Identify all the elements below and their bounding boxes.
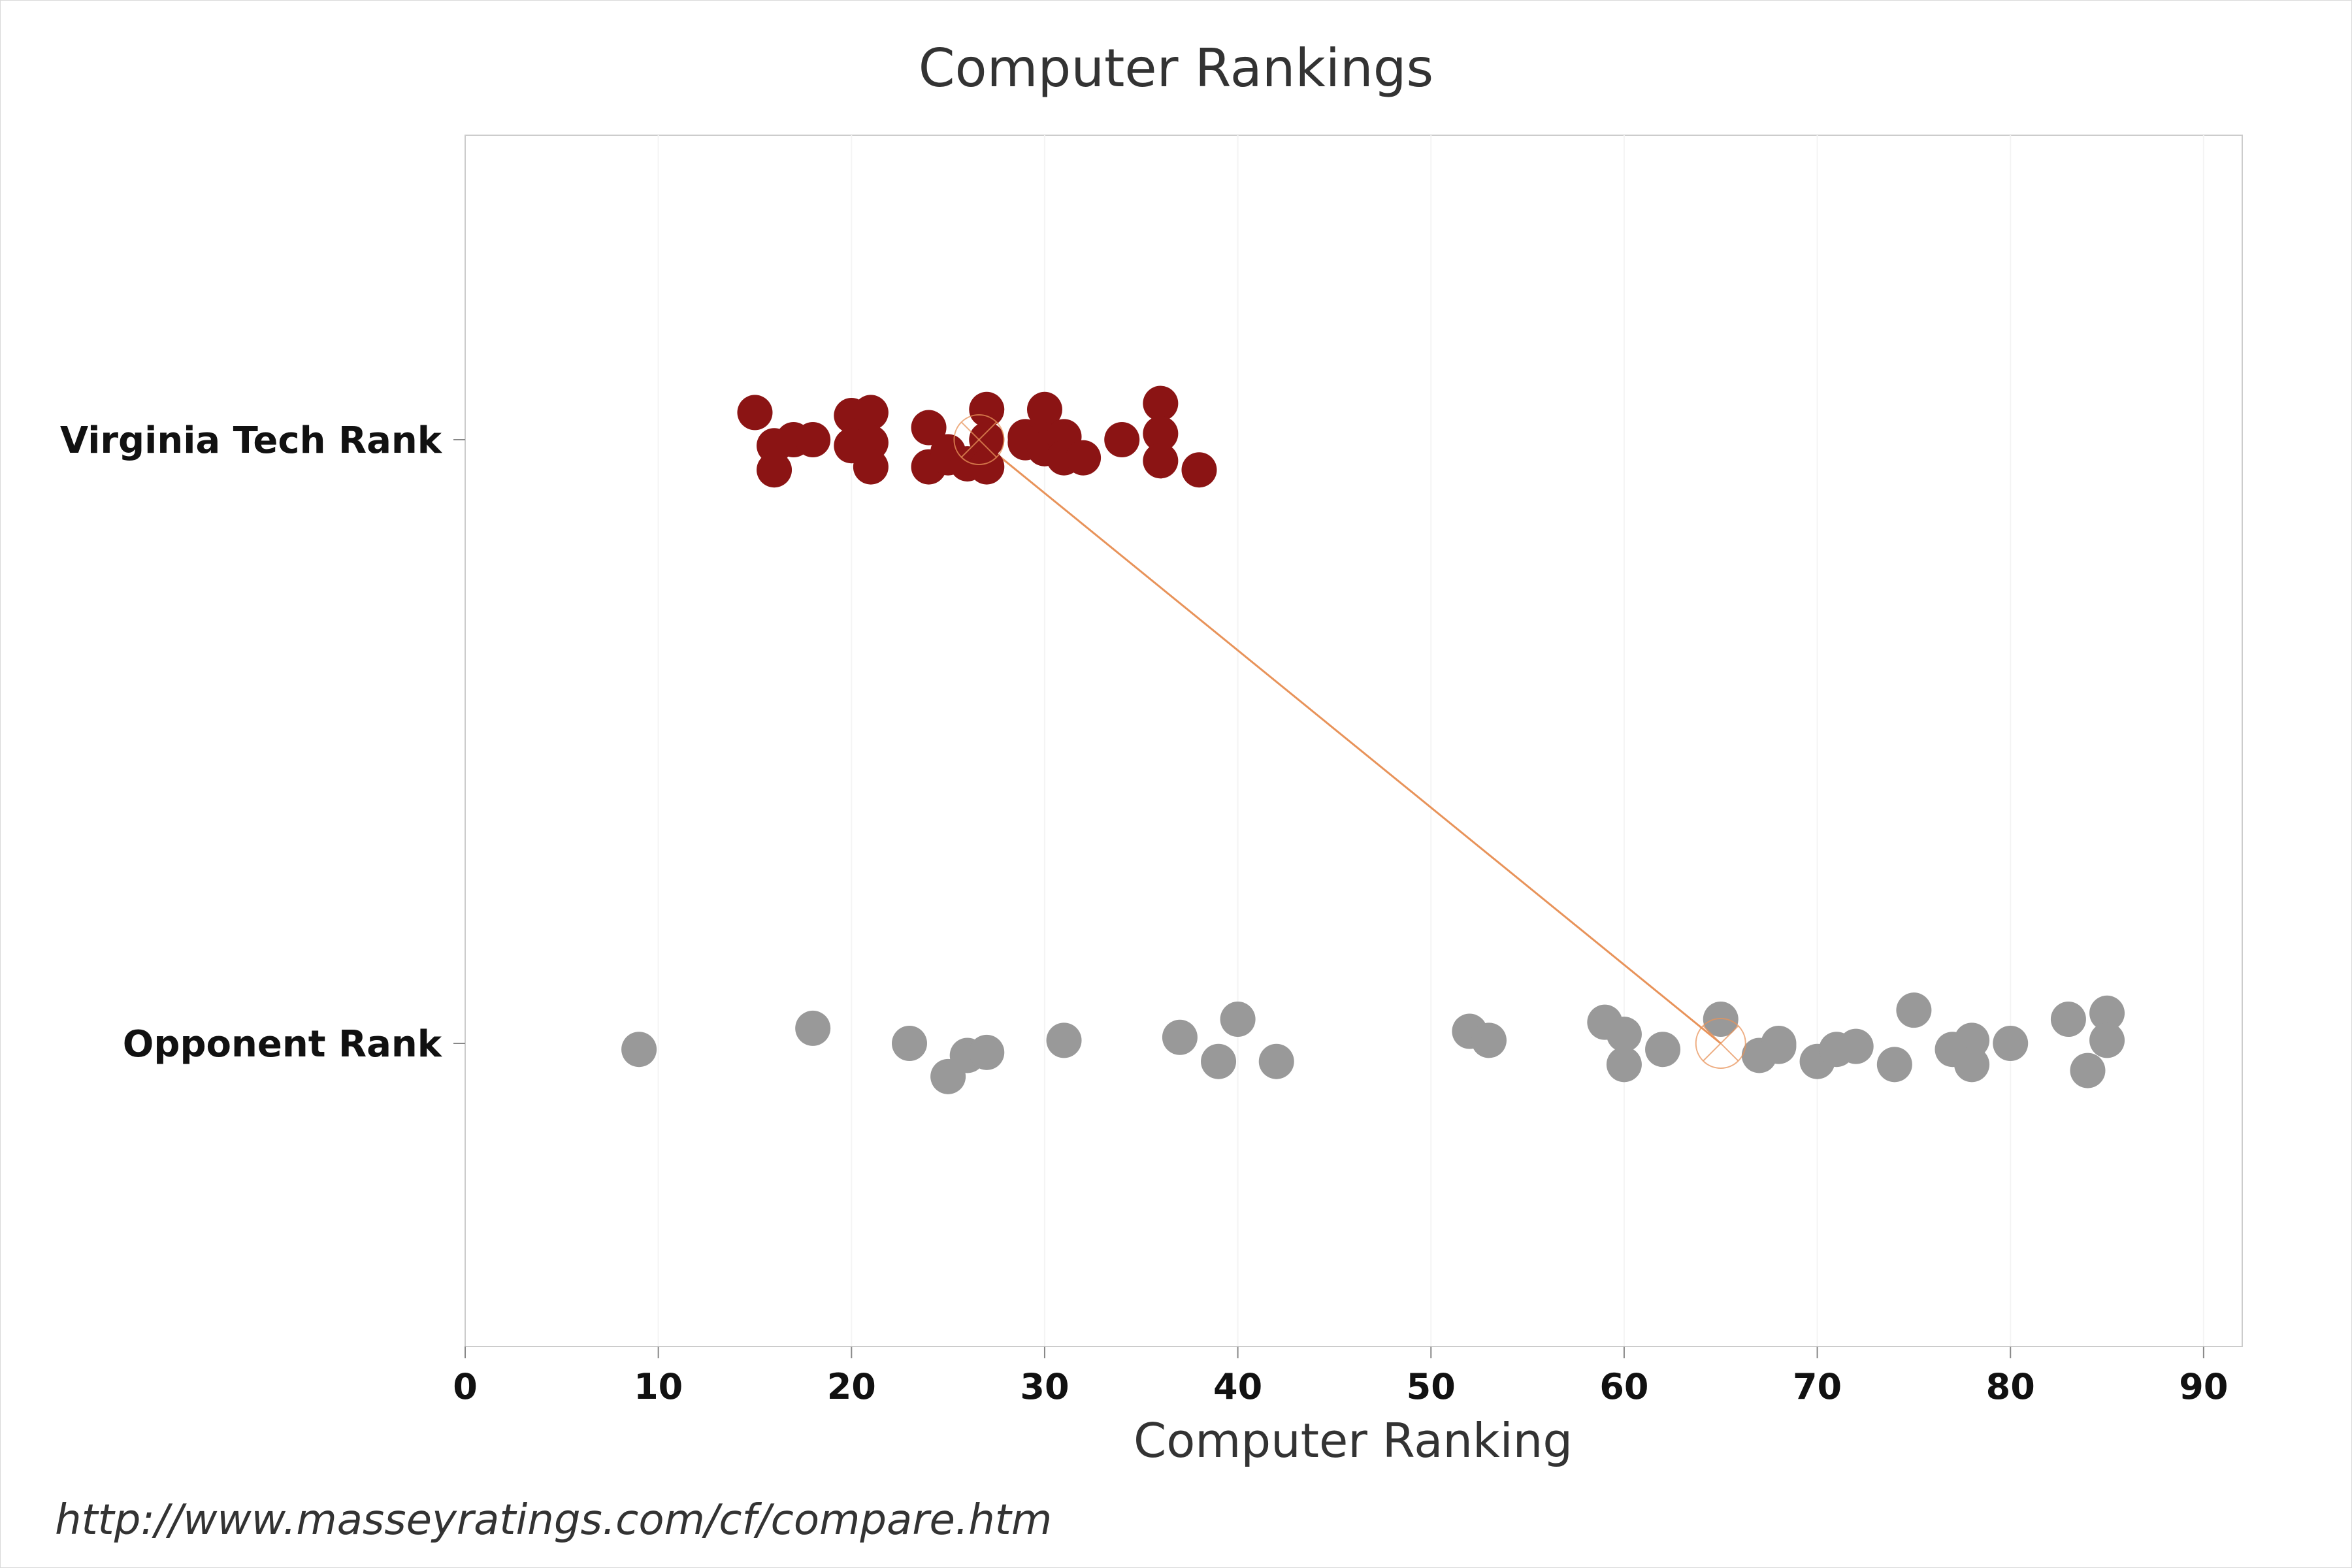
plot-area (465, 135, 2243, 1347)
opponent-rank-point (1896, 992, 1932, 1028)
opponent-rank-point (2089, 1022, 2125, 1058)
x-tick-label: 90 (2179, 1366, 2228, 1407)
vt-rank-point (969, 422, 1005, 457)
vt-rank-point (737, 395, 773, 431)
opponent-rank-point (2050, 1002, 2086, 1037)
vt-rank-point (969, 391, 1005, 427)
opponent-rank-point (1258, 1043, 1294, 1079)
category-label: Opponent Rank (123, 1023, 443, 1066)
opponent-rank-point (969, 1034, 1005, 1070)
opponent-rank-point (1162, 1019, 1198, 1055)
source-url-note: http://www.masseyratings.com/cf/compare.… (55, 1496, 1053, 1544)
vt-rank-point (853, 425, 889, 461)
vt-rank-point (1143, 385, 1179, 421)
mean-markers (953, 414, 1746, 1069)
vt-rank-point (1026, 391, 1062, 427)
opponent-rank-point (1993, 1026, 2029, 1061)
chart-title: Computer Rankings (919, 38, 1433, 99)
mean-marker-circle (1695, 1018, 1746, 1069)
x-tick-label: 50 (1407, 1366, 1456, 1407)
mean-marker-cross (1703, 1025, 1739, 1062)
opponent-rank-point (892, 1026, 927, 1061)
opponent-rank-point (1954, 1047, 1990, 1083)
opponent-rank-point (1046, 1022, 1082, 1058)
vt-rank-point (853, 449, 889, 485)
x-axis: 0 10 20 30 40 50 60 70 80 90 (453, 1347, 2228, 1407)
vt-rank-point (1143, 443, 1179, 479)
opponent-rank-point (795, 1010, 831, 1046)
opponent-rank-point (1703, 1002, 1739, 1037)
x-tick-label: 80 (1986, 1366, 2035, 1407)
opponent-rank-point (1220, 1002, 1256, 1037)
x-axis-title: Computer Ranking (1134, 1413, 1573, 1468)
vt-rank-point (1143, 416, 1179, 451)
vt-rank-point (1066, 440, 1102, 476)
mean-connector (978, 438, 1722, 1045)
opponent-rank-point (1645, 1032, 1681, 1068)
opponent-rank-point (1761, 1028, 1797, 1064)
opponent-rank-point (1606, 1017, 1642, 1053)
opponent-rank-point (2070, 1053, 2106, 1088)
x-tick-label: 60 (1599, 1366, 1648, 1407)
vt-rank-point (1104, 422, 1140, 457)
data-points (621, 385, 2125, 1094)
opponent-rank-point (621, 1032, 657, 1068)
category-label: Virginia Tech Rank (60, 419, 443, 462)
mean-marker-circle (953, 414, 1005, 465)
category-axis: Virginia Tech Rank Opponent Rank (60, 419, 465, 1066)
x-tick-label: 10 (634, 1366, 683, 1407)
mean-marker-cross (961, 421, 997, 458)
vt-rank-point (911, 410, 947, 446)
mean-connector-line (978, 438, 1722, 1045)
vt-rank-point (1181, 452, 1217, 488)
vt-rank-point (853, 395, 889, 431)
x-tick-label: 30 (1020, 1366, 1069, 1407)
opponent-rank-point (1838, 1028, 1874, 1064)
opponent-rank-point (1201, 1043, 1237, 1079)
opponent-rank-point (1876, 1047, 1912, 1083)
x-tick-label: 20 (827, 1366, 876, 1407)
opponent-rank-point (1606, 1047, 1642, 1083)
vt-rank-point (757, 452, 792, 488)
opponent-rank-point (1471, 1022, 1507, 1058)
gridlines (657, 135, 2204, 1347)
x-tick-label: 0 (453, 1366, 478, 1407)
opponent-rank-point (2089, 995, 2125, 1031)
vt-rank-point (795, 422, 831, 457)
x-tick-label: 40 (1213, 1366, 1262, 1407)
x-tick-label: 70 (1793, 1366, 1842, 1407)
opponent-rank-point (1954, 1022, 1990, 1058)
